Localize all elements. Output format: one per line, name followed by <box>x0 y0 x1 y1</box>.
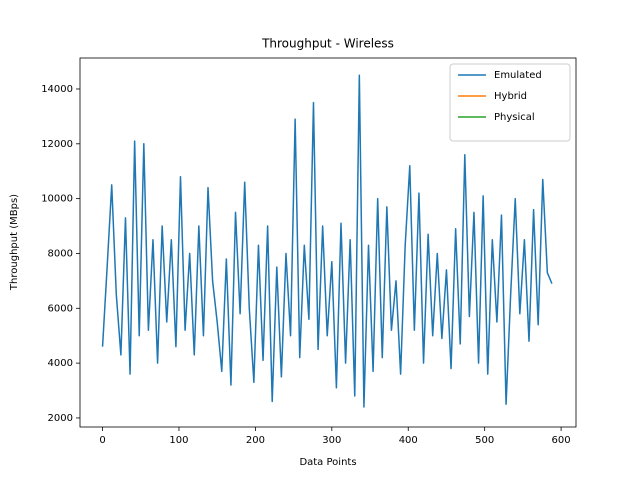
y-tick-label: 10000 <box>41 194 73 205</box>
legend-label: Physical <box>494 112 535 123</box>
y-axis-label: Throughput (MBps) <box>9 194 20 291</box>
x-tick-label: 500 <box>475 435 494 446</box>
y-tick-label: 8000 <box>48 248 73 259</box>
y-tick-label: 6000 <box>48 303 73 314</box>
data-line <box>101 74 553 408</box>
legend-label: Hybrid <box>494 91 527 102</box>
x-tick-label: 0 <box>99 435 105 446</box>
legend-label: Emulated <box>494 70 542 81</box>
y-tick-label: 14000 <box>41 84 73 95</box>
plot-frame <box>79 57 577 428</box>
x-tick-label: 100 <box>169 435 188 446</box>
x-tick-label: 400 <box>399 435 418 446</box>
x-tick-label: 600 <box>552 435 571 446</box>
legend-box <box>449 63 571 142</box>
y-tick-label: 4000 <box>48 358 73 369</box>
x-tick-label: 300 <box>322 435 341 446</box>
y-tick-label: 2000 <box>48 413 73 424</box>
x-axis-label: Data Points <box>299 457 356 468</box>
y-tick-label: 12000 <box>41 139 73 150</box>
x-tick-label: 200 <box>246 435 265 446</box>
chart-title: Throughput - Wireless <box>261 37 394 51</box>
